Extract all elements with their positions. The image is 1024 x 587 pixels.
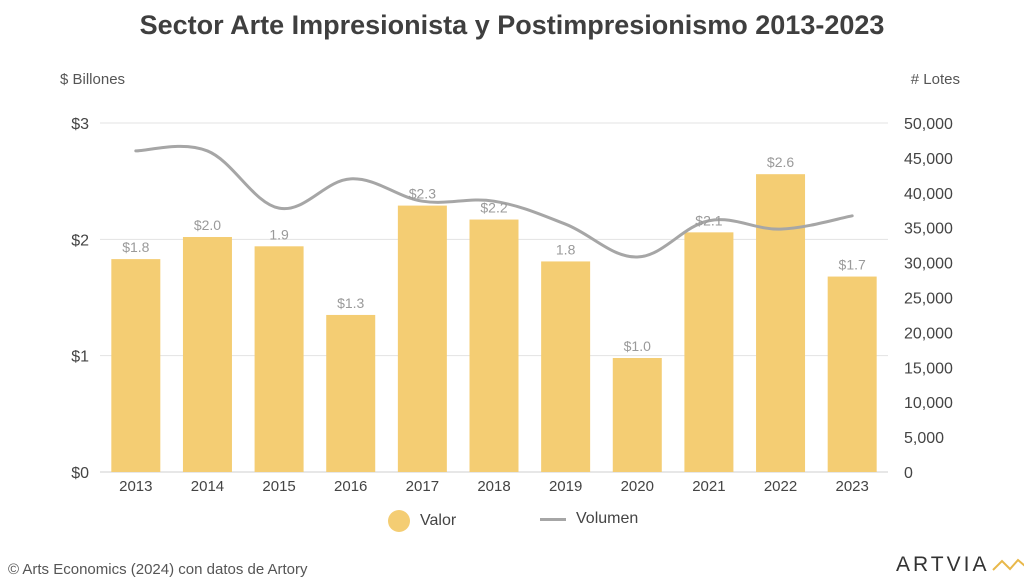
source-note: © Arts Economics (2024) con datos de Art… — [8, 561, 308, 578]
legend-label-volumen: Volumen — [576, 510, 639, 527]
volumen-line — [134, 144, 854, 259]
logo-text: ARTVIA — [896, 553, 990, 576]
x-tick-label: 2015 — [262, 478, 295, 495]
right-tick-label: 50,000 — [904, 116, 953, 133]
bar-2014 — [182, 237, 232, 472]
data-label: 1.9 — [269, 226, 289, 242]
x-tick-label: 2016 — [334, 478, 367, 495]
legend-item-volumen: Volumen — [540, 510, 638, 528]
data-label: $2.1 — [695, 212, 722, 228]
right-tick-label: 10,000 — [904, 395, 953, 412]
x-tick-label: 2014 — [191, 478, 224, 495]
data-label: $2.6 — [767, 154, 794, 170]
right-tick-label: 35,000 — [904, 221, 953, 238]
data-label: $1.0 — [624, 338, 651, 354]
x-tick-label: 2018 — [477, 478, 510, 495]
x-tick-label: 2019 — [549, 478, 582, 495]
legend-bar-swatch — [388, 510, 410, 532]
bar-2023 — [827, 276, 877, 472]
bar-2022 — [756, 174, 806, 473]
left-tick-label: $1 — [71, 349, 89, 366]
bar-2021 — [684, 232, 734, 472]
right-axis-unit: # Lotes — [910, 71, 960, 88]
data-label: 1.8 — [556, 241, 576, 257]
bar-2018 — [469, 219, 519, 472]
bar-2015 — [254, 246, 304, 472]
legend-line-swatch — [540, 517, 566, 521]
bar-2016 — [326, 314, 376, 472]
x-tick-label: 2013 — [119, 478, 152, 495]
bar-2017 — [397, 205, 447, 472]
right-tick-label: 25,000 — [904, 291, 953, 308]
left-tick-label: $3 — [71, 116, 89, 133]
x-tick-label: 2020 — [621, 478, 654, 495]
left-tick-label: $2 — [71, 232, 89, 249]
bar-series — [111, 174, 877, 473]
legend-item-valor: Valor — [388, 510, 456, 532]
left-tick-label: $0 — [71, 465, 89, 482]
data-label: $1.3 — [337, 295, 364, 311]
right-axis: 0 5,000 10,000 15,000 20,000 25,000 30,000 35,0… — [904, 116, 953, 482]
line-series — [134, 144, 854, 259]
data-label: $2.3 — [409, 186, 436, 202]
artvia-logo: ARTVIA — [896, 553, 1024, 577]
data-labels: $1.8 $2.0 1.9 $1.3 $2.3 $2.2 1.8 $1.0 $2.1 $2.6 $1… — [122, 154, 866, 354]
right-tick-label: 20,000 — [904, 325, 953, 342]
bar-2019 — [541, 261, 591, 472]
x-tick-label: 2017 — [406, 478, 439, 495]
chart-title: Sector Arte Impresionista y Postimpresio… — [139, 10, 885, 40]
right-tick-label: 30,000 — [904, 256, 953, 273]
right-tick-label: 0 — [904, 465, 913, 482]
left-axis-unit: $ Billones — [60, 71, 126, 88]
data-label: $2.2 — [480, 200, 507, 216]
right-tick-label: 45,000 — [904, 151, 953, 168]
data-label: $2.0 — [194, 217, 221, 233]
right-tick-label: 40,000 — [904, 186, 953, 203]
x-tick-label: 2023 — [835, 478, 868, 495]
x-tick-label: 2022 — [764, 478, 797, 495]
bar-2013 — [111, 259, 161, 472]
legend-label-valor: Valor — [420, 512, 457, 529]
data-label: $1.8 — [122, 239, 149, 255]
right-tick-label: 5,000 — [904, 430, 944, 447]
x-tick-label: 2021 — [692, 478, 725, 495]
x-axis: 2013 2014 2015 2016 2017 2018 2019 2020 2021 2022… — [119, 478, 869, 495]
logo-wave-icon — [992, 558, 1024, 571]
data-label: $1.7 — [839, 257, 866, 273]
right-tick-label: 15,000 — [904, 360, 953, 377]
bar-2020 — [612, 357, 662, 472]
left-axis: $0 $1 $2 $3 — [71, 116, 89, 482]
